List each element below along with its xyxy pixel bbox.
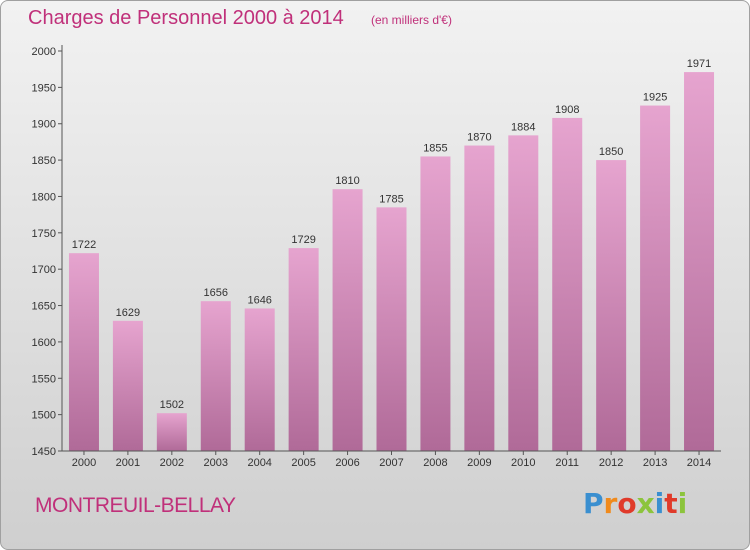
- x-tick-label: 2007: [379, 457, 403, 469]
- proxiti-logo[interactable]: Proxiti: [583, 487, 687, 520]
- bar-value-label: 1810: [335, 175, 359, 187]
- bar-value-label: 1925: [643, 92, 667, 104]
- axes-layer: 2000 2001 2002 2003 2004 2005 2006 2007 2008 2009…: [32, 45, 721, 469]
- x-tick-label: 2002: [160, 457, 184, 469]
- x-tick-label: 2011: [555, 457, 579, 469]
- y-tick-label: 1750: [32, 228, 56, 240]
- bar: [508, 135, 539, 451]
- bar: [376, 207, 407, 451]
- y-tick-label: 1900: [32, 119, 56, 131]
- bar-value-label: 1908: [555, 104, 579, 116]
- bar: [464, 145, 495, 451]
- y-tick-label: 1800: [32, 191, 56, 203]
- bar: [596, 160, 627, 451]
- y-tick-label: 1550: [32, 373, 56, 385]
- x-tick-label: 2003: [204, 457, 228, 469]
- bar: [684, 72, 715, 451]
- bar: [200, 301, 231, 451]
- bar-value-label: 1870: [467, 132, 491, 144]
- y-tick-label: 1450: [32, 446, 56, 458]
- x-tick-label: 2014: [687, 457, 711, 469]
- bar-value-label: 1850: [599, 146, 623, 158]
- bar-value-label: 1884: [511, 121, 535, 133]
- x-tick-label: 2004: [247, 457, 271, 469]
- bar-value-label: 1729: [291, 234, 315, 246]
- logo-letter: t: [664, 487, 678, 520]
- bar-value-label: 1502: [160, 399, 184, 411]
- y-tick-label: 1850: [32, 155, 56, 167]
- bar: [112, 320, 143, 451]
- y-tick-label: 1650: [32, 301, 56, 313]
- commune-name: MONTREUIL-BELLAY: [35, 494, 236, 517]
- logo-letter: r: [603, 487, 618, 520]
- bar-value-label: 1646: [247, 294, 271, 306]
- bar-value-label: 1785: [379, 193, 403, 205]
- bar: [68, 253, 99, 451]
- x-tick-label: 2013: [643, 457, 667, 469]
- logo-letter: i: [654, 487, 665, 520]
- y-tick-label: 1600: [32, 337, 56, 349]
- bar: [332, 189, 363, 451]
- x-tick-label: 2009: [467, 457, 491, 469]
- x-tick-label: 2008: [423, 457, 447, 469]
- y-tick-label: 2000: [32, 46, 56, 58]
- chart-title: Charges de Personnel 2000 à 2014: [28, 7, 344, 29]
- bar: [552, 117, 583, 451]
- bar-value-label: 1971: [687, 58, 711, 70]
- bar: [156, 413, 187, 451]
- bar: [244, 308, 275, 451]
- x-tick-label: 2001: [116, 457, 140, 469]
- y-tick-label: 1950: [32, 82, 56, 94]
- bar: [288, 248, 319, 451]
- logo-letter: i: [677, 487, 688, 520]
- logo-letter: P: [583, 487, 604, 520]
- bar-value-label: 1629: [116, 307, 140, 319]
- x-tick-label: 2000: [72, 457, 96, 469]
- bar: [420, 156, 451, 452]
- y-tick-label: 1500: [32, 410, 56, 422]
- x-tick-label: 2012: [599, 457, 623, 469]
- chart-unit-note: (en milliers d'€): [371, 13, 452, 27]
- y-tick-label: 1700: [32, 264, 56, 276]
- x-tick-label: 2005: [291, 457, 315, 469]
- bar-value-label: 1855: [423, 142, 447, 154]
- bar: [640, 105, 671, 451]
- bar-value-label: 1656: [204, 287, 228, 299]
- x-tick-label: 2010: [511, 457, 535, 469]
- x-tick-label: 2006: [335, 457, 359, 469]
- logo-letter: o: [617, 487, 637, 520]
- bars-layer: 1722 1629 1502 1656 1646 1729 1810 1785 1855 1870…: [68, 58, 715, 452]
- logo-letter: x: [636, 487, 655, 520]
- bar-value-label: 1722: [72, 239, 96, 251]
